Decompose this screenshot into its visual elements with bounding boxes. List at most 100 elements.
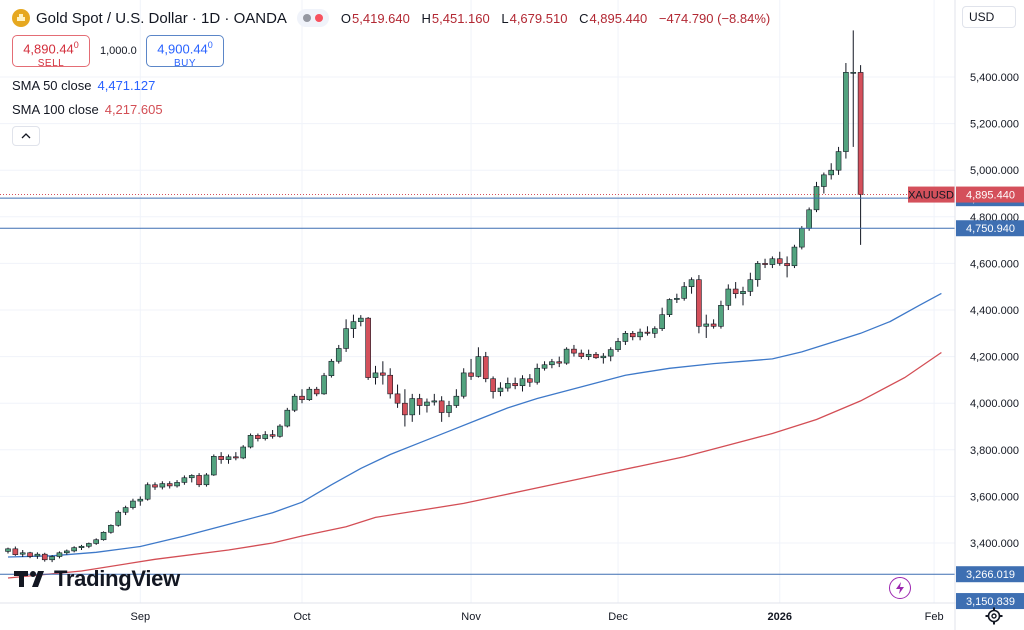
symbol-label-bg bbox=[908, 186, 955, 203]
candle-body bbox=[754, 263, 761, 281]
candle-body bbox=[78, 545, 85, 548]
chart-header: Gold Spot / U.S. Dollar · 1D · OANDA O5,… bbox=[12, 8, 778, 28]
candle-body bbox=[637, 331, 643, 338]
candle bbox=[534, 363, 541, 385]
candle bbox=[122, 505, 129, 516]
candle bbox=[857, 65, 864, 245]
candle bbox=[56, 551, 63, 559]
gear-icon[interactable] bbox=[985, 607, 1003, 625]
market-status-pill[interactable] bbox=[296, 9, 329, 27]
candle bbox=[725, 284, 732, 310]
candle bbox=[460, 368, 467, 399]
candle-body bbox=[247, 435, 254, 448]
candle-body bbox=[688, 279, 695, 287]
candle-body bbox=[284, 409, 291, 427]
axis-badge: 3,150.839 bbox=[956, 593, 1024, 610]
candle-body bbox=[335, 348, 342, 362]
candle bbox=[438, 396, 445, 422]
candle-body bbox=[365, 317, 371, 378]
sell-button[interactable]: 4,890.440 SELL bbox=[12, 35, 90, 69]
candle-body bbox=[453, 395, 460, 406]
wave-icon bbox=[314, 14, 323, 22]
candle-body bbox=[490, 378, 496, 392]
candle-body bbox=[732, 288, 739, 294]
collapse-indicators-button[interactable] bbox=[12, 126, 40, 146]
candle-body bbox=[828, 169, 835, 176]
quantity-field[interactable]: 1,000.0 bbox=[100, 45, 137, 57]
candle bbox=[166, 481, 173, 489]
ohlc-high: 5,451.160 bbox=[431, 10, 490, 26]
candle bbox=[357, 315, 364, 327]
currency-selector[interactable]: USD bbox=[962, 6, 1016, 28]
candle bbox=[416, 393, 423, 415]
candle-body bbox=[56, 552, 63, 557]
candle bbox=[5, 547, 11, 554]
candle bbox=[821, 172, 827, 194]
time-tick-label: Nov bbox=[461, 611, 481, 623]
candle bbox=[64, 549, 70, 555]
candle-body bbox=[387, 374, 394, 395]
candle-body bbox=[122, 507, 129, 513]
candle bbox=[424, 398, 430, 413]
candle-body bbox=[291, 395, 298, 411]
candle-body bbox=[269, 434, 276, 437]
indicator-value: 4,471.127 bbox=[97, 78, 156, 93]
candle-body bbox=[174, 482, 180, 487]
candle bbox=[372, 365, 379, 385]
candle bbox=[607, 347, 614, 362]
candle bbox=[409, 393, 416, 422]
candle-body bbox=[394, 393, 401, 404]
candle-body bbox=[233, 456, 239, 459]
candle-body bbox=[166, 483, 173, 487]
gold-coin-icon bbox=[12, 9, 30, 27]
candle bbox=[108, 524, 114, 534]
symbol-label: XAUUSD bbox=[908, 186, 955, 203]
candle-body bbox=[791, 246, 798, 267]
price-tick-label: 5,000.000 bbox=[970, 165, 1019, 177]
candle bbox=[791, 244, 798, 269]
flash-icon[interactable] bbox=[889, 577, 911, 599]
price-tick-label: 3,400.000 bbox=[970, 538, 1019, 550]
indicator-sma50[interactable]: SMA 50 close 4,471.127 bbox=[12, 78, 155, 93]
candle bbox=[159, 481, 166, 490]
candle-body bbox=[674, 298, 680, 300]
symbol-title[interactable]: Gold Spot / U.S. Dollar · 1D · OANDA bbox=[36, 9, 287, 27]
time-tick-label: Oct bbox=[293, 611, 310, 623]
symbol-label-text: XAUUSD bbox=[908, 190, 954, 202]
candle-body bbox=[549, 361, 555, 366]
candle bbox=[49, 555, 55, 563]
ohlc-high-key: H bbox=[421, 10, 431, 26]
candle bbox=[299, 389, 305, 404]
candle-body bbox=[196, 475, 202, 486]
buy-button[interactable]: 4,900.440 BUY bbox=[146, 35, 224, 69]
candle bbox=[291, 393, 298, 413]
indicator-sma100[interactable]: SMA 100 close 4,217.605 bbox=[12, 102, 163, 117]
last-price-badge-text: 4,895.440 bbox=[966, 190, 1015, 202]
candle bbox=[27, 551, 33, 559]
price-tick-label: 4,600.000 bbox=[970, 258, 1019, 270]
candle-body bbox=[534, 367, 541, 383]
candle-body bbox=[578, 352, 585, 357]
candle bbox=[482, 351, 489, 383]
candle-body bbox=[556, 361, 563, 364]
candle-body bbox=[681, 286, 688, 299]
candle bbox=[629, 330, 636, 341]
candle-body bbox=[240, 446, 246, 459]
candle bbox=[34, 552, 41, 559]
candle bbox=[321, 372, 327, 395]
candle-body bbox=[666, 299, 673, 315]
price-axis: 3,400.000 3,600.000 3,800.000 4,000.000 4,20… bbox=[956, 72, 1024, 610]
candle-body bbox=[27, 552, 33, 557]
buy-price-super: 0 bbox=[207, 40, 213, 50]
time-axis: Sep Oct Nov Dec 2026 Feb bbox=[131, 611, 944, 623]
price-tick-label: 4,400.000 bbox=[970, 305, 1019, 317]
candle-body bbox=[475, 356, 482, 377]
candle-body bbox=[593, 353, 599, 359]
price-line-badge: 3,266.019 bbox=[956, 566, 1024, 583]
candle bbox=[277, 424, 283, 438]
candle-body bbox=[416, 398, 423, 406]
price-line-badge: 4,750.940 bbox=[956, 220, 1024, 237]
candle bbox=[313, 386, 320, 397]
candle bbox=[350, 314, 357, 338]
